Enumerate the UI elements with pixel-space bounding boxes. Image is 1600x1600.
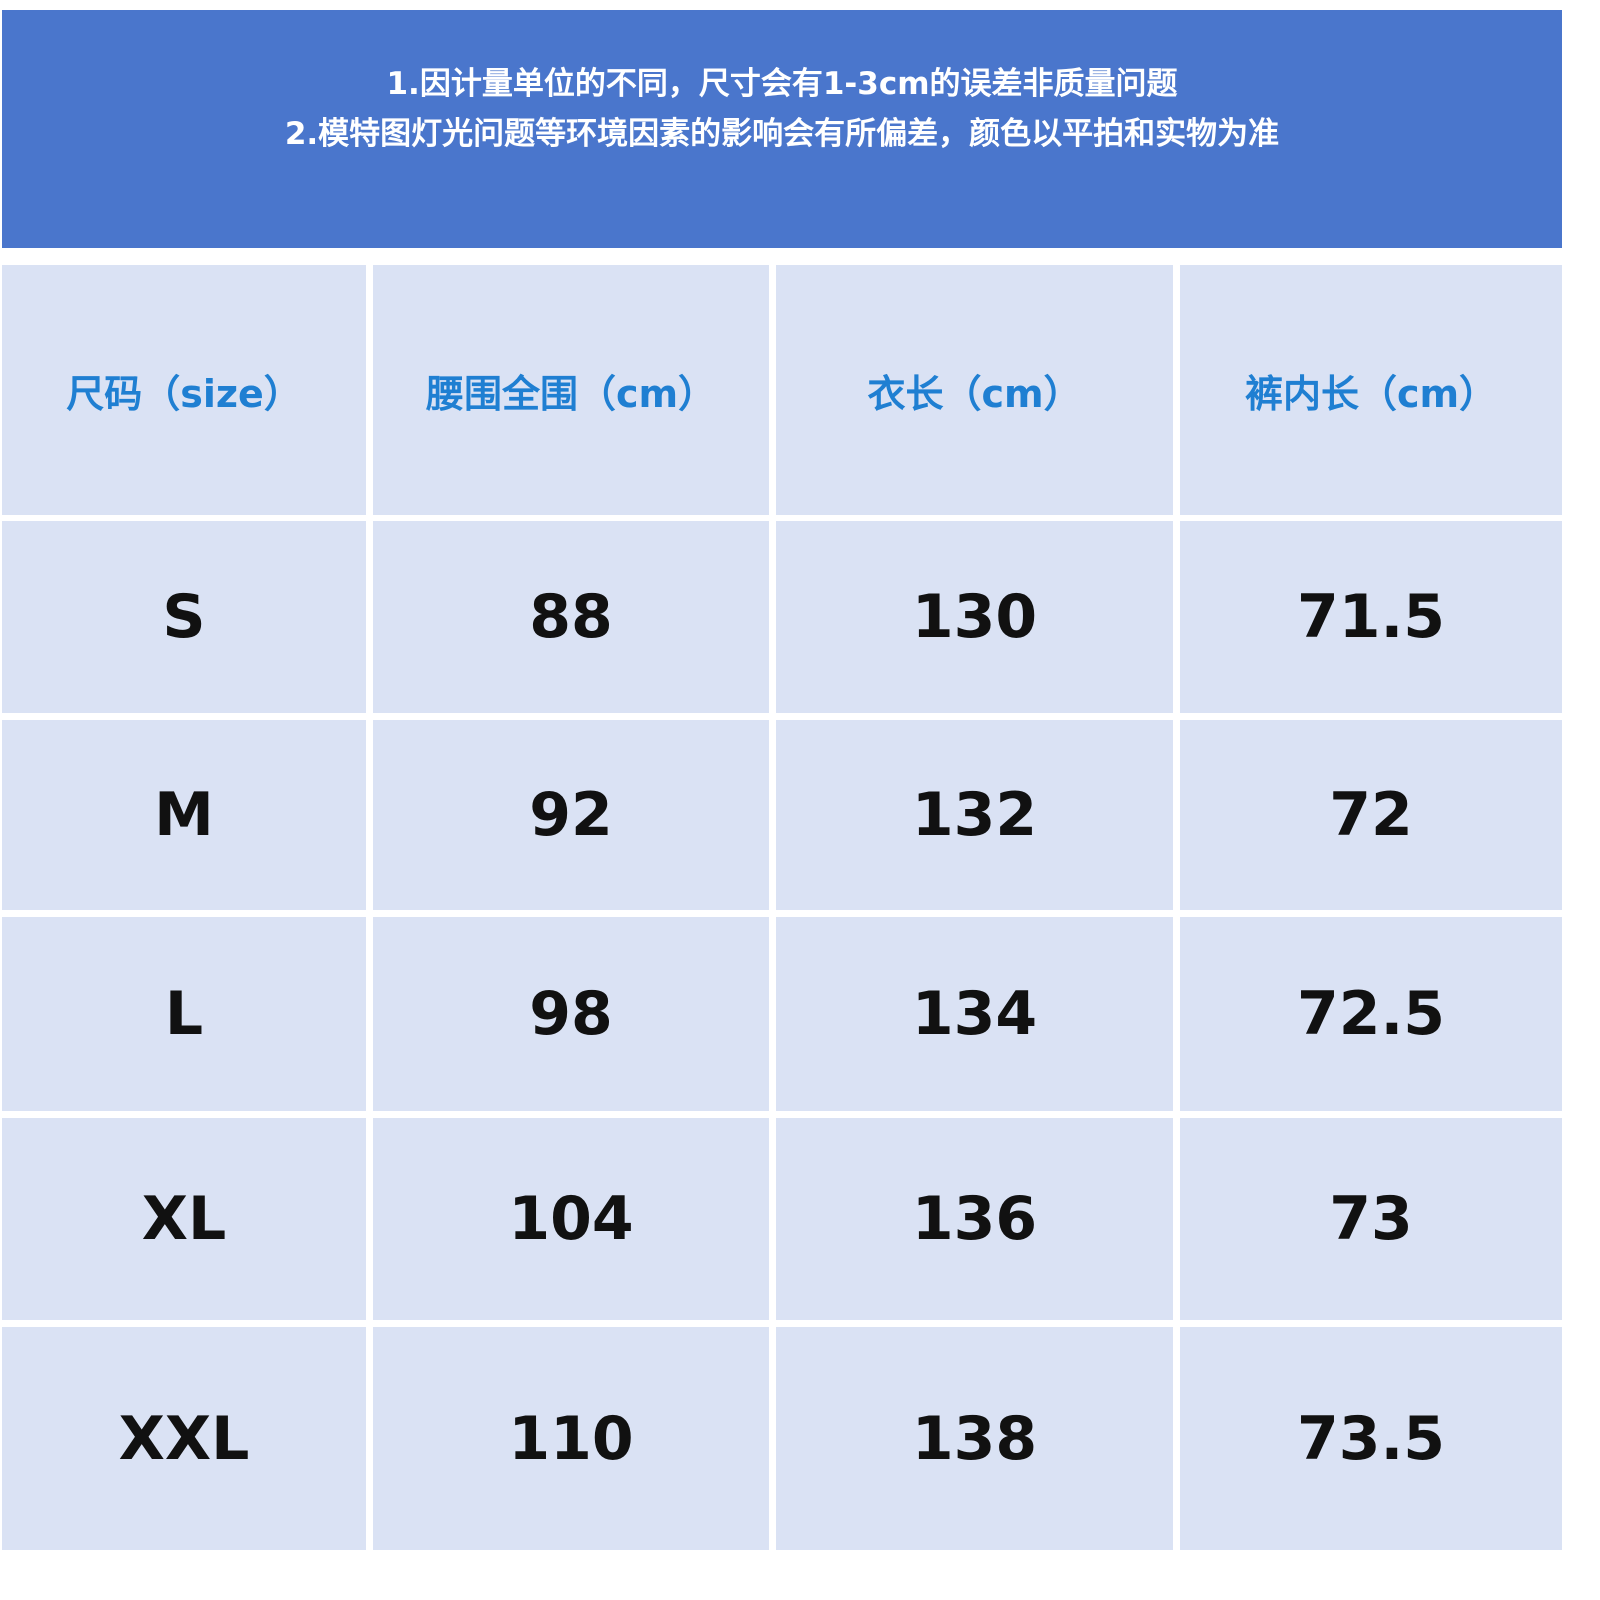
- cell-length: 136: [776, 1118, 1173, 1320]
- cell-inseam: 72: [1180, 720, 1562, 910]
- header-waist: 腰围全围（cm）: [373, 265, 769, 515]
- cell-length: 134: [776, 917, 1173, 1111]
- notice-line-2: 2.模特图灯光问题等环境因素的影响会有所偏差，颜色以平拍和实物为准: [284, 116, 1280, 152]
- cell-size: XL: [2, 1118, 366, 1320]
- cell-waist: 88: [373, 521, 769, 713]
- header-size: 尺码（size）: [2, 265, 366, 515]
- cell-size: S: [2, 521, 366, 713]
- cell-inseam: 73.5: [1180, 1327, 1562, 1550]
- cell-inseam: 73: [1180, 1118, 1562, 1320]
- cell-length: 132: [776, 720, 1173, 910]
- cell-waist: 98: [373, 917, 769, 1111]
- cell-size: XXL: [2, 1327, 366, 1550]
- cell-length: 138: [776, 1327, 1173, 1550]
- cell-waist: 110: [373, 1327, 769, 1550]
- header-inseam: 裤内长（cm）: [1180, 265, 1562, 515]
- header-length: 衣长（cm）: [776, 265, 1173, 515]
- notice-line-1: 1.因计量单位的不同，尺寸会有1-3cm的误差非质量问题: [386, 66, 1178, 102]
- cell-waist: 92: [373, 720, 769, 910]
- cell-inseam: 72.5: [1180, 917, 1562, 1111]
- cell-length: 130: [776, 521, 1173, 713]
- cell-inseam: 71.5: [1180, 521, 1562, 713]
- notice-banner: 1.因计量单位的不同，尺寸会有1-3cm的误差非质量问题 2.模特图灯光问题等环…: [2, 10, 1562, 248]
- cell-size: L: [2, 917, 366, 1111]
- cell-waist: 104: [373, 1118, 769, 1320]
- cell-size: M: [2, 720, 366, 910]
